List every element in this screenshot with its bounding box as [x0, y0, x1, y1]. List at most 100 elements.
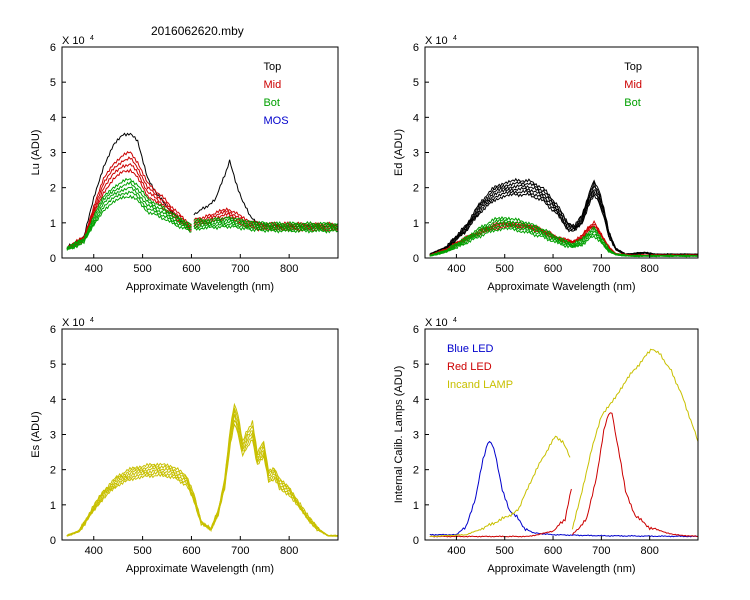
y-tick-label: 1	[50, 500, 56, 512]
series-top-line	[429, 179, 698, 256]
series-bot-line	[193, 222, 338, 232]
series-top-line	[66, 132, 192, 248]
y-tick-label: 5	[50, 77, 56, 89]
y-tick-label: 4	[413, 394, 419, 406]
chart-ed: 400 500 600 700 800 0 1 2 3 4 5 6 X 10 4 Approximate W…	[393, 35, 699, 293]
legend-entry: Bot	[624, 97, 641, 109]
series-bot-line	[66, 177, 192, 249]
y-tick-label: 1	[413, 218, 419, 230]
series-bot-line	[193, 219, 338, 230]
series-es-line	[66, 402, 338, 537]
x-axis-label: Approximate Wavelength (nm)	[487, 281, 635, 293]
y-tick-label: 3	[50, 148, 56, 160]
y-tick-label: 5	[50, 359, 56, 371]
chart-lu: 400 500 600 700 800 0 1 2 3 4 5 6 X 10 4 Approximate W…	[30, 35, 339, 293]
x-tick-label: 700	[592, 545, 610, 557]
series-incand-lamp-line	[571, 348, 698, 530]
series-mid-line	[66, 151, 192, 250]
x-axis-label: Approximate Wavelength (nm)	[126, 281, 274, 293]
x-tick-label: 400	[447, 545, 465, 557]
x-tick-label: 500	[133, 545, 151, 557]
series-bot-line	[429, 215, 698, 257]
series-blue-led-line	[429, 440, 698, 538]
y-multiplier-exponent: 4	[453, 317, 457, 324]
x-tick-label: 600	[182, 263, 200, 275]
y-tick-label: 5	[413, 359, 419, 371]
y-tick-label: 6	[50, 42, 56, 54]
x-tick-label: 400	[447, 263, 465, 275]
legend-entry: Bot	[263, 97, 280, 109]
y-tick-label: 0	[413, 253, 419, 265]
y-tick-label: 2	[50, 183, 56, 195]
y-tick-label: 4	[413, 112, 419, 124]
y-tick-label: 0	[413, 535, 419, 547]
legend-entry: Mid	[624, 79, 642, 91]
chart-es: 400 500 600 700 800 0 1 2 3 4 5 6 X 10 4 Approximate W…	[30, 317, 339, 575]
x-tick-label: 400	[85, 545, 103, 557]
x-tick-label: 800	[280, 545, 298, 557]
y-axis-label: Internal Calib. Lamps (ADU)	[393, 366, 405, 504]
x-tick-label: 500	[496, 263, 514, 275]
y-tick-label: 6	[413, 324, 419, 336]
series-bot-line	[66, 190, 192, 251]
y-tick-label: 2	[413, 183, 419, 195]
y-multiplier: X 10	[62, 35, 85, 47]
y-multiplier: X 10	[425, 35, 448, 47]
legend-entry: Top	[263, 61, 281, 73]
series-bot-line	[66, 186, 192, 250]
series-es-line	[66, 409, 338, 537]
legend-entry: Red LED	[447, 361, 492, 373]
x-tick-label: 500	[133, 263, 151, 275]
y-multiplier-exponent: 4	[90, 35, 94, 42]
y-tick-label: 0	[50, 535, 56, 547]
y-tick-label: 3	[413, 430, 419, 442]
figure-title: 2016062620.mby	[151, 24, 244, 38]
y-tick-label: 1	[50, 218, 56, 230]
legend-entry: Top	[624, 61, 642, 73]
series-red-led-line	[571, 412, 698, 537]
legend-entry: Blue LED	[447, 343, 494, 355]
y-tick-label: 1	[413, 500, 419, 512]
series-es-line	[66, 406, 338, 537]
x-axis-label: Approximate Wavelength (nm)	[487, 563, 635, 575]
x-tick-label: 500	[496, 545, 514, 557]
y-tick-label: 5	[413, 77, 419, 89]
legend-entry: Incand LAMP	[447, 379, 513, 391]
x-tick-label: 700	[592, 263, 610, 275]
series-bot-line	[193, 218, 338, 229]
plot-frame	[61, 328, 339, 541]
x-tick-label: 800	[641, 545, 659, 557]
y-multiplier: X 10	[425, 317, 448, 329]
x-axis-label: Approximate Wavelength (nm)	[126, 563, 274, 575]
y-axis-label: Lu (ADU)	[30, 130, 42, 176]
x-tick-label: 600	[544, 545, 562, 557]
series-es-line	[66, 414, 338, 537]
x-tick-label: 800	[280, 263, 298, 275]
x-tick-label: 700	[231, 263, 249, 275]
x-tick-label: 800	[641, 263, 659, 275]
y-tick-label: 3	[413, 148, 419, 160]
x-tick-label: 600	[182, 545, 200, 557]
y-axis-label: Ed (ADU)	[393, 129, 405, 176]
legend-entry: Mid	[263, 79, 281, 91]
y-multiplier-exponent: 4	[453, 35, 457, 42]
series-top-line	[429, 177, 698, 256]
y-tick-label: 3	[50, 430, 56, 442]
y-tick-label: 2	[50, 465, 56, 477]
series-red-led-line	[429, 488, 572, 538]
series-bot-line	[193, 224, 338, 234]
chart-calib: 400 500 600 700 800 0 1 2 3 4 5 6 X 10 4 Approximate W…	[393, 317, 699, 575]
y-multiplier: X 10	[62, 317, 85, 329]
y-tick-label: 6	[413, 42, 419, 54]
series-es-line	[66, 419, 338, 537]
y-axis-label: Es (ADU)	[30, 411, 42, 457]
y-tick-label: 4	[50, 394, 56, 406]
series-incand-lamp-line	[429, 435, 571, 538]
x-tick-label: 600	[544, 263, 562, 275]
y-tick-label: 2	[413, 465, 419, 477]
y-tick-label: 6	[50, 324, 56, 336]
y-tick-label: 0	[50, 253, 56, 265]
y-multiplier-exponent: 4	[90, 317, 94, 324]
y-tick-label: 4	[50, 112, 56, 124]
